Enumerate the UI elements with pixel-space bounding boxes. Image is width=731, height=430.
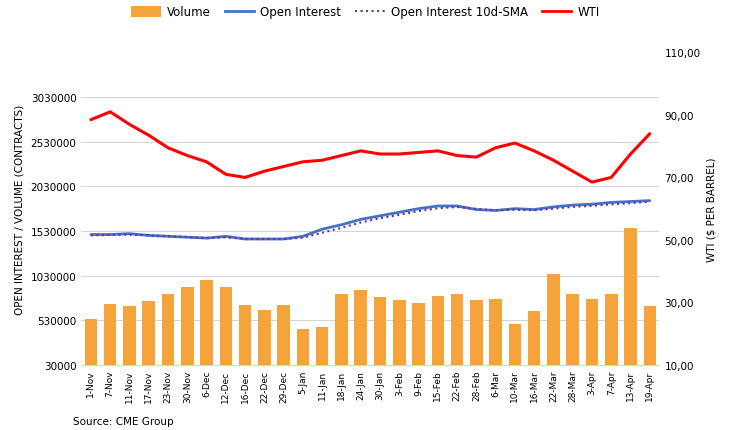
Bar: [431, 296, 444, 368]
Bar: [451, 295, 463, 368]
Bar: [548, 274, 560, 368]
Bar: [567, 295, 579, 368]
Bar: [200, 280, 213, 368]
Bar: [586, 299, 598, 368]
Bar: [355, 290, 367, 368]
Bar: [85, 319, 97, 368]
Bar: [528, 312, 540, 368]
Bar: [605, 295, 618, 368]
Bar: [624, 229, 637, 368]
Bar: [412, 304, 425, 368]
Bar: [181, 288, 194, 368]
Bar: [509, 324, 521, 368]
Bar: [297, 329, 309, 368]
Bar: [393, 300, 406, 368]
Bar: [104, 304, 116, 368]
Bar: [219, 288, 232, 368]
Bar: [374, 297, 386, 368]
Legend: Volume, Open Interest, Open Interest 10d-SMA, WTI: Volume, Open Interest, Open Interest 10d…: [126, 2, 605, 24]
Bar: [470, 300, 482, 368]
Text: Source: CME Group: Source: CME Group: [73, 416, 174, 426]
Bar: [643, 306, 656, 368]
Bar: [239, 305, 251, 368]
Bar: [277, 305, 290, 368]
Y-axis label: WTI ($ PER BARREL): WTI ($ PER BARREL): [706, 157, 716, 261]
Bar: [336, 295, 348, 368]
Bar: [124, 306, 136, 368]
Y-axis label: OPEN INTEREST / VOLUME (CONTRACTS): OPEN INTEREST / VOLUME (CONTRACTS): [15, 104, 25, 314]
Bar: [162, 295, 174, 368]
Bar: [258, 310, 270, 368]
Bar: [316, 328, 328, 368]
Bar: [489, 299, 502, 368]
Bar: [143, 302, 155, 368]
